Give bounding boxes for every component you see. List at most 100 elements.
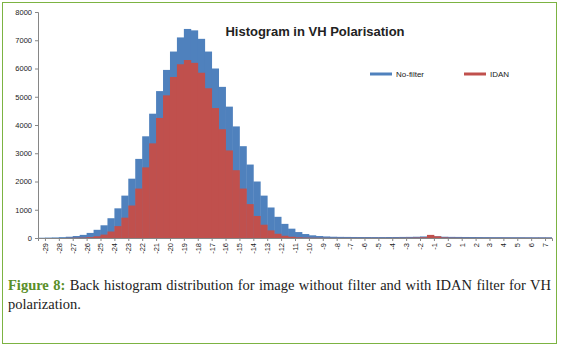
- histogram-bar: [163, 95, 170, 238]
- x-tick-label: -16: [221, 243, 230, 254]
- x-tick: -19: [180, 238, 189, 254]
- histogram-bar: [121, 218, 128, 238]
- y-tick-mark: [35, 182, 38, 183]
- histogram-bar: [337, 237, 344, 238]
- histogram-bar: [226, 107, 233, 238]
- caption-space: [65, 277, 69, 293]
- x-tick: -11: [291, 238, 300, 253]
- x-tick-label: -23: [124, 243, 133, 254]
- x-tick: -3: [402, 238, 411, 250]
- y-tick: 1000: [15, 206, 38, 215]
- y-tick-mark: [35, 238, 38, 239]
- plot-area: [38, 29, 552, 238]
- histogram-bar: [114, 208, 121, 238]
- y-axis: 010002000300040005000600070008000: [15, 8, 38, 243]
- histogram-bar: [399, 237, 406, 238]
- histogram-bar: [351, 237, 358, 238]
- histogram-bar: [295, 237, 302, 238]
- x-tick-label: -29: [41, 243, 50, 254]
- x-tick: -21: [152, 238, 161, 254]
- histogram-bar: [406, 237, 413, 238]
- histogram-bar: [420, 237, 427, 238]
- histogram-bar: [121, 196, 128, 238]
- x-tick: 3: [485, 238, 494, 247]
- x-tick-mark: [392, 238, 393, 241]
- x-tick-mark: [253, 238, 254, 241]
- histogram-bar: [170, 77, 177, 238]
- x-tick: -13: [263, 238, 272, 254]
- x-tick-label: -18: [194, 243, 203, 254]
- histogram-bar: [274, 234, 281, 238]
- histogram-bar: [219, 87, 226, 238]
- x-tick-mark: [489, 238, 490, 241]
- x-tick-mark: [323, 238, 324, 241]
- histogram-bar: [392, 237, 399, 238]
- histogram-bar: [517, 237, 524, 238]
- x-tick-label: 5: [513, 243, 522, 247]
- histogram-bar: [455, 237, 462, 238]
- histogram-bar: [316, 237, 323, 238]
- histogram-bar: [45, 237, 52, 238]
- x-tick-label: -2: [416, 243, 425, 250]
- histogram-bar: [448, 237, 455, 238]
- x-tick-mark: [45, 238, 46, 241]
- x-tick-label: -5: [374, 243, 383, 250]
- x-tick-label: -15: [235, 243, 244, 254]
- x-tick: -6: [360, 238, 369, 250]
- x-tick-label: -24: [110, 243, 119, 254]
- x-tick-label: -25: [96, 243, 105, 254]
- histogram-bar: [483, 237, 490, 238]
- histogram-bar: [198, 73, 205, 238]
- x-tick-label: 6: [527, 243, 536, 247]
- x-tick: -4: [388, 238, 397, 250]
- legend-item: IDAN: [464, 70, 509, 79]
- histogram-bar: [295, 232, 302, 238]
- histogram-bar: [205, 88, 212, 238]
- histogram-bar: [73, 237, 80, 238]
- x-tick-mark: [420, 238, 421, 241]
- histogram-bar: [392, 237, 399, 238]
- histogram-bar: [434, 236, 441, 238]
- histogram-bar: [330, 237, 337, 238]
- histogram-bar: [128, 206, 135, 238]
- histogram-bar: [260, 196, 267, 238]
- y-tick: 8000: [15, 8, 38, 17]
- histogram-bar: [496, 237, 503, 238]
- histogram-bar: [66, 237, 73, 238]
- histogram-bar: [94, 236, 101, 238]
- histogram-bar: [510, 237, 517, 238]
- chart-title: Histogram in VH Polarisation: [225, 24, 404, 39]
- histogram-bar: [371, 237, 378, 238]
- histogram-bar: [489, 237, 496, 238]
- y-axis-line: [35, 13, 39, 239]
- histogram-bar: [267, 230, 274, 238]
- x-tick: -12: [277, 238, 286, 254]
- histogram-bar: [462, 237, 469, 238]
- y-tick-label: 6000: [15, 64, 32, 73]
- histogram-bar: [344, 237, 351, 238]
- x-tick-label: -26: [83, 243, 92, 254]
- y-tick: 4000: [15, 121, 38, 130]
- x-tick-mark: [462, 238, 463, 241]
- histogram-bar: [358, 237, 365, 238]
- histogram-bar: [73, 236, 80, 238]
- x-tick-mark: [378, 238, 379, 241]
- x-tick-mark: [156, 238, 157, 241]
- chart-svg: -29-28-27-26-25-24-23-22-21-20-19-18-17-…: [0, 0, 561, 272]
- histogram-bar: [253, 216, 260, 238]
- series-bars: [38, 29, 552, 238]
- x-tick-label: -19: [180, 243, 189, 254]
- x-tick-label: -27: [69, 243, 78, 254]
- x-tick-label: 0: [444, 243, 453, 247]
- histogram-bar: [538, 237, 545, 238]
- caption: Figure 8: Back histogram distribution fo…: [8, 276, 551, 314]
- x-tick-mark: [142, 238, 143, 241]
- histogram-bar: [59, 238, 66, 239]
- x-tick-mark: [281, 238, 282, 241]
- histogram-bar: [448, 237, 455, 238]
- x-tick-label: -10: [305, 243, 314, 254]
- x-tick-mark: [406, 238, 407, 241]
- histogram-bar: [330, 237, 337, 238]
- histogram-bar: [476, 237, 483, 238]
- y-tick-label: 4000: [15, 121, 32, 130]
